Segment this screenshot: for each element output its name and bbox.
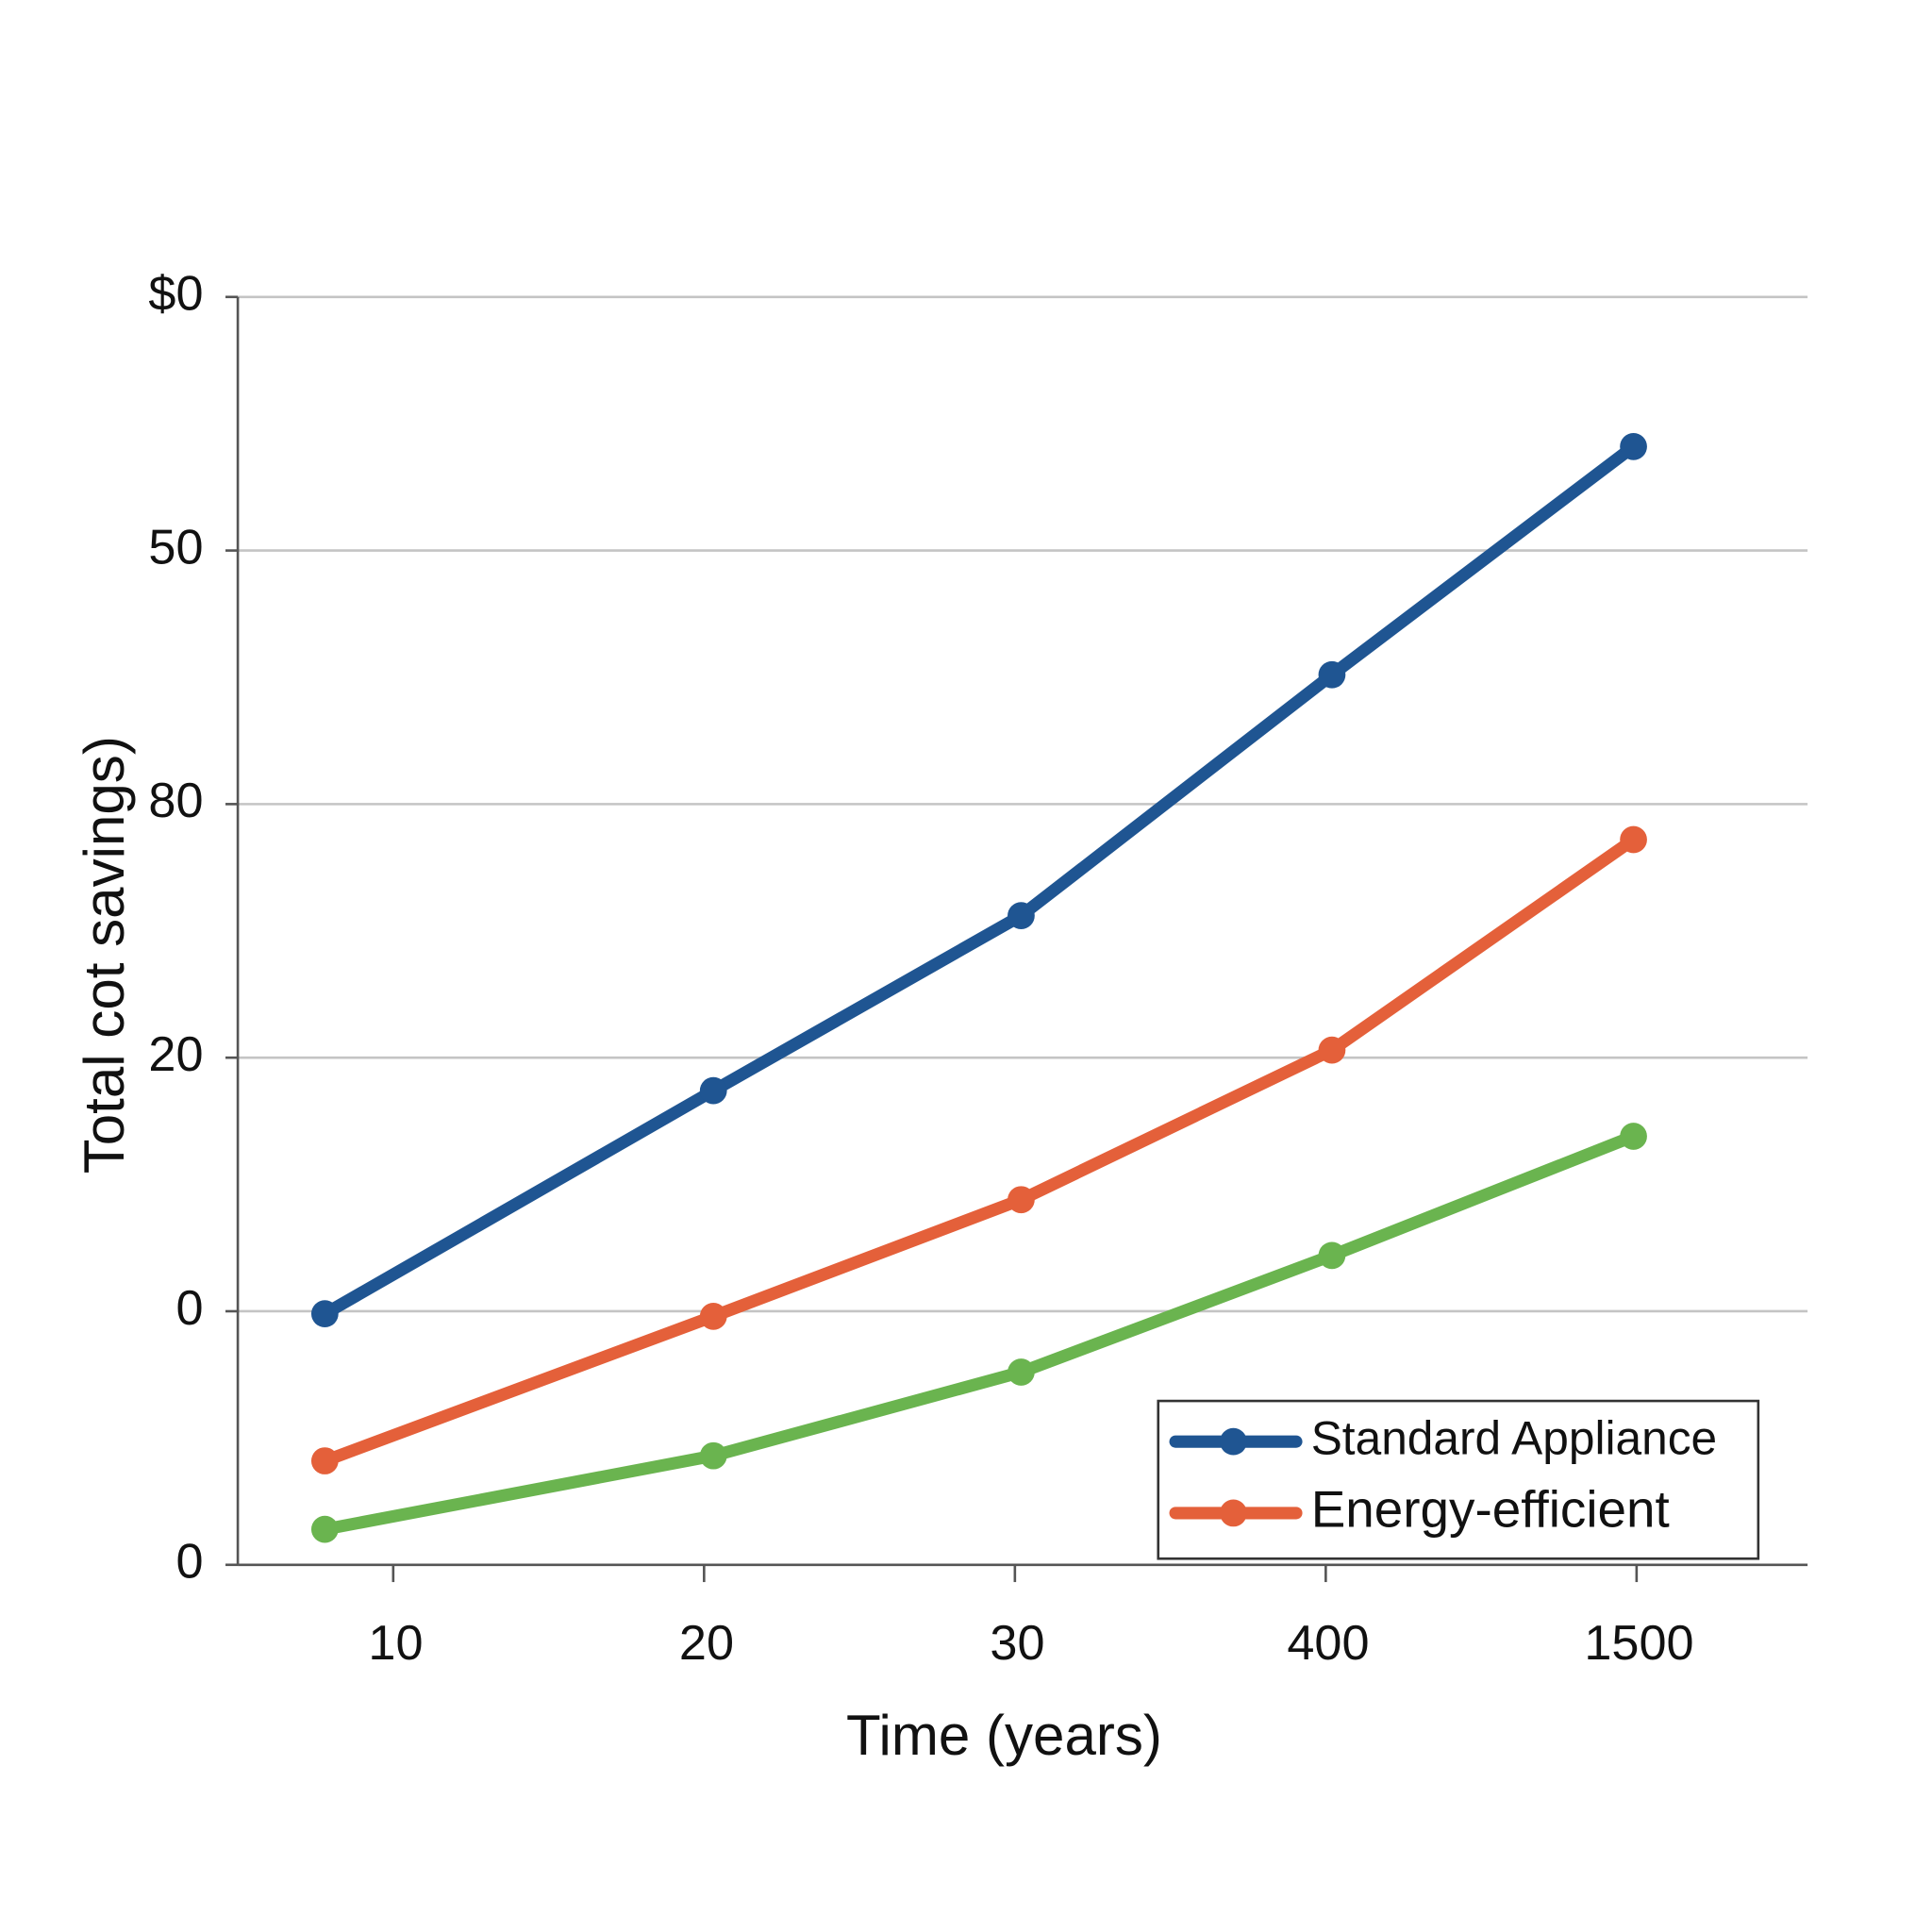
x-tick-label: 1500 <box>1584 1616 1693 1671</box>
data-point <box>699 1302 727 1330</box>
data-point <box>1318 660 1346 689</box>
data-point <box>1620 433 1647 460</box>
x-axis-label: Time (years) <box>846 1704 1162 1767</box>
y-tick-label: 50 <box>148 520 203 575</box>
legend-marker <box>1220 1499 1247 1527</box>
data-point <box>310 1300 339 1328</box>
x-tick-label: 400 <box>1287 1616 1369 1671</box>
legend-box <box>1157 1399 1760 1560</box>
y-tick-label: 20 <box>148 1027 203 1082</box>
y-tick-label: $0 <box>148 267 203 322</box>
legend: Standard Appliance Energy-efficient <box>1157 1399 1760 1560</box>
x-tick-label: 30 <box>990 1616 1044 1671</box>
legend-marker <box>1220 1427 1247 1456</box>
legend-label: Standard Appliance <box>1311 1411 1717 1464</box>
data-point <box>1008 1358 1035 1386</box>
data-point <box>1318 1036 1346 1064</box>
series-line <box>318 440 1641 1321</box>
y-tick-label: 0 <box>175 1535 203 1590</box>
data-point <box>699 1076 727 1105</box>
data-point <box>1008 1186 1035 1214</box>
y-axis-label: Total cot savings) <box>73 736 136 1174</box>
x-tick-label: 10 <box>368 1616 423 1671</box>
data-point <box>699 1441 727 1470</box>
data-point <box>310 1447 339 1474</box>
y-tick-label: 0 <box>175 1281 203 1336</box>
data-point <box>1318 1241 1346 1270</box>
legend-label: Energy-efficient <box>1311 1479 1670 1538</box>
x-tick-label: 20 <box>679 1616 734 1671</box>
data-point <box>1008 902 1035 930</box>
y-tick-label: 80 <box>148 774 203 828</box>
data-point <box>310 1515 339 1543</box>
data-point <box>1620 825 1647 854</box>
data-point <box>1620 1123 1647 1150</box>
